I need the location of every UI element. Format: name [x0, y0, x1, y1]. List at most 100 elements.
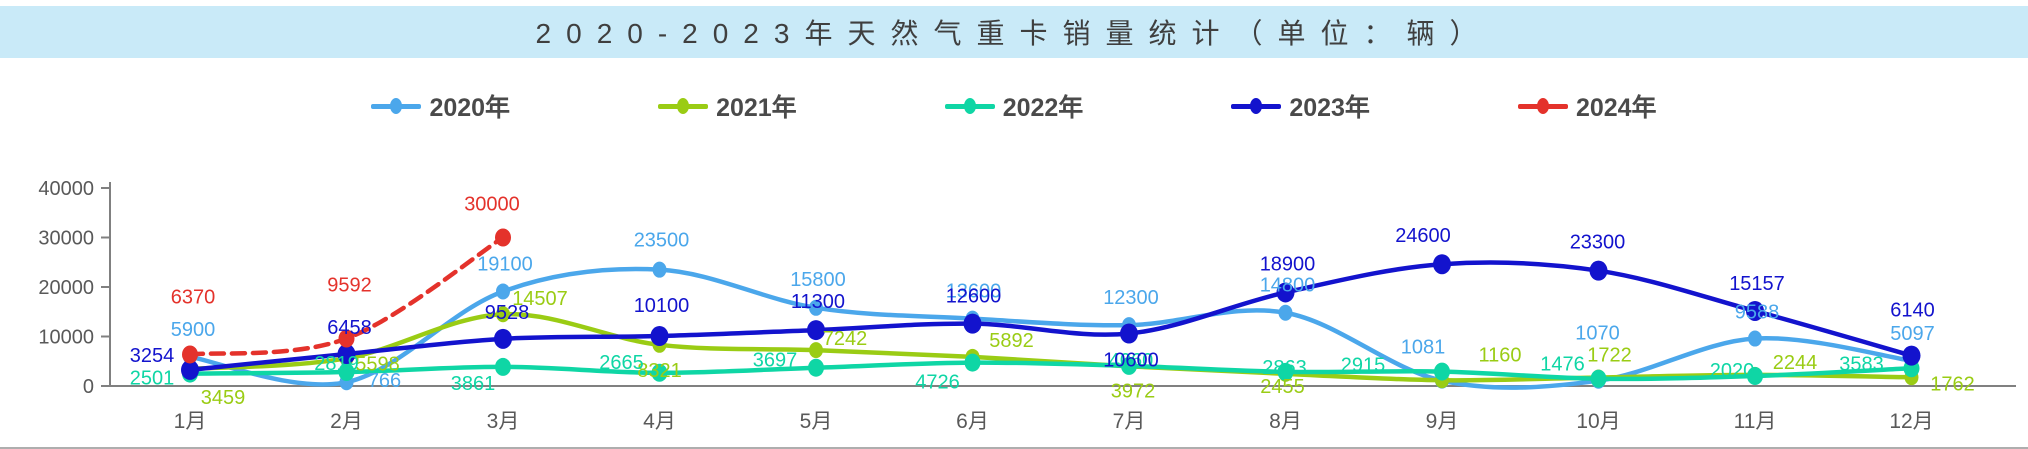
data-label: 5598 [355, 353, 400, 375]
data-label: 15800 [790, 269, 846, 291]
data-point [651, 363, 668, 382]
data-point [181, 359, 199, 380]
x-axis-label: 3月 [487, 410, 520, 433]
data-label: 14800 [1260, 275, 1316, 297]
data-point [496, 283, 510, 300]
data-label: 1722 [1587, 344, 1632, 366]
legend-label: 2022年 [1002, 94, 1084, 122]
data-label: 1081 [1401, 337, 1446, 359]
data-label: 3254 [130, 345, 175, 367]
legend-label: 2023年 [1289, 94, 1370, 122]
data-label: 2819 [314, 353, 359, 375]
x-axis-label: 9月 [1426, 410, 1459, 433]
data-point [494, 328, 512, 349]
legend-item-2024年: 2024年 [1517, 88, 1657, 124]
data-label: 3697 [753, 350, 798, 372]
data-label: 18900 [1260, 253, 1316, 275]
legend-label: 2020年 [429, 94, 511, 122]
chart-title: 2020-2023年天然气重卡销量统计（单位：辆） [535, 18, 1493, 49]
data-point [1589, 260, 1608, 281]
data-label: 24600 [1395, 225, 1451, 247]
data-point [1748, 330, 1762, 347]
data-point [495, 357, 511, 376]
x-axis-label: 1月 [174, 410, 207, 433]
bottom-divider [0, 447, 2028, 449]
data-label: 23500 [634, 230, 690, 252]
data-point [1747, 367, 1763, 386]
x-axis-label: 4月 [643, 410, 676, 433]
data-label: 1762 [1930, 373, 1975, 395]
x-axis-label: 11月 [1734, 410, 1777, 433]
data-point [807, 320, 825, 341]
legend-item-2021年: 2021年 [658, 88, 797, 124]
data-point [338, 329, 355, 348]
legend-item-2022年: 2022年 [944, 88, 1084, 124]
data-point [337, 344, 356, 365]
data-label: 2501 [130, 368, 175, 390]
data-point [1276, 282, 1295, 303]
data-point [1278, 304, 1293, 321]
y-axis-label: 10000 [38, 327, 94, 349]
x-axis-label: 8月 [1269, 410, 1302, 433]
data-point [808, 358, 824, 377]
chart-legend: 2020年 2021年 2022年 2023年 2024年 [0, 88, 2028, 124]
data-label: 1070 [1575, 323, 1620, 345]
data-label: 766 [368, 370, 401, 392]
data-label: 1476 [1540, 354, 1585, 376]
legend-marker-icon [658, 98, 709, 114]
title-banner: 2020-2023年天然气重卡销量统计（单位：辆） [0, 6, 2028, 58]
legend-marker-icon [944, 98, 995, 114]
data-label: 7242 [823, 328, 868, 350]
data-label: 14507 [512, 288, 568, 310]
data-label: 9528 [485, 302, 530, 324]
legend-item-2023年: 2023年 [1231, 88, 1370, 124]
y-axis-label: 30000 [38, 228, 94, 250]
x-axis-label: 2月 [330, 410, 363, 433]
series-line-2022年 [187, 360, 1914, 382]
data-point [1277, 362, 1294, 381]
data-label: 5900 [171, 319, 216, 341]
data-label: 1160 [1478, 344, 1521, 366]
data-point [1120, 323, 1138, 344]
data-label: 4060 [1109, 350, 1154, 372]
data-point [1433, 254, 1451, 275]
x-axis-label: 5月 [800, 410, 833, 433]
data-point [1121, 356, 1137, 375]
legend-label: 2021年 [716, 94, 797, 122]
data-label: 9588 [1735, 302, 1780, 324]
data-label: 2455 [1260, 376, 1305, 398]
x-axis-label: 12月 [1889, 410, 1933, 433]
data-point [1590, 369, 1607, 388]
data-point [809, 342, 823, 359]
data-point [495, 228, 511, 247]
data-label: 2244 [1773, 352, 1818, 374]
data-label: 4726 [915, 372, 960, 394]
data-label: 3861 [451, 373, 496, 395]
data-label: 6370 [171, 286, 216, 308]
data-label: 2020 [1710, 360, 1755, 382]
data-label: 15157 [1729, 273, 1785, 295]
data-label: 10600 [1103, 350, 1159, 372]
data-label: 6140 [1890, 300, 1935, 322]
y-axis-label: 0 [83, 376, 94, 398]
data-point [1434, 362, 1450, 381]
data-point [496, 306, 510, 323]
x-axis-label: 6月 [956, 410, 989, 433]
data-label: 13600 [946, 281, 1002, 303]
legend-marker-icon [371, 98, 422, 114]
data-point [964, 353, 981, 372]
data-label: 3459 [201, 387, 246, 409]
data-point [182, 345, 198, 364]
x-axis-label: 7月 [1113, 410, 1146, 433]
data-point [650, 326, 669, 347]
data-label: 2915 [1341, 355, 1386, 377]
legend-item-2020年: 2020年 [371, 88, 510, 124]
data-label: 5892 [989, 330, 1034, 352]
data-label: 6458 [327, 317, 372, 339]
data-label: 30000 [464, 194, 520, 216]
y-axis-label: 40000 [38, 178, 94, 200]
data-point [652, 261, 667, 278]
legend-marker-icon [1517, 98, 1568, 114]
data-label: 8321 [637, 360, 682, 382]
